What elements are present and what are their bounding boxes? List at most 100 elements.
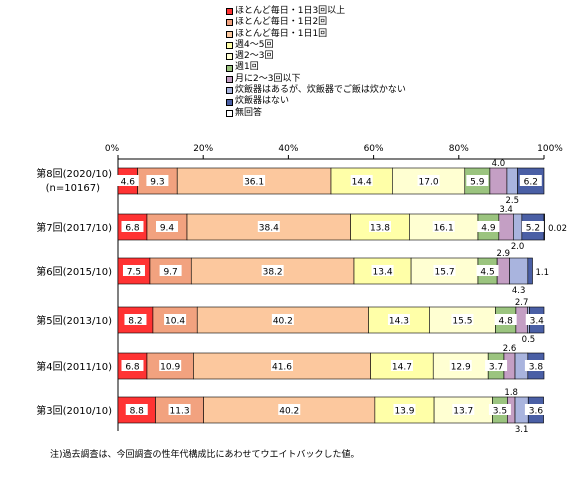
data-label-bg: [494, 314, 517, 325]
bar-segment: [410, 257, 479, 285]
data-label: 38.4: [259, 224, 279, 234]
bar-segment: [509, 257, 529, 285]
x-tick-label: 80%: [449, 144, 469, 154]
legend-swatch: [226, 98, 233, 106]
data-label-bg: [159, 360, 182, 371]
data-label-bg: [159, 265, 182, 276]
data-label-bg: [168, 404, 191, 415]
data-label-bg: [476, 265, 499, 276]
legend-label: 無回答: [235, 107, 263, 118]
bar-segment: [527, 257, 533, 285]
category-label: 第6回(2015/10): [36, 265, 112, 278]
data-label: 1.8: [504, 388, 518, 398]
x-tick-label: 40%: [278, 144, 298, 154]
legend-swatch: [226, 8, 233, 16]
x-tick-label: 100%: [537, 144, 563, 154]
data-label: 3.5: [493, 407, 507, 417]
category-label: 第8回(2020/10): [36, 167, 112, 180]
bar-segment: [193, 352, 371, 380]
data-label-bg: [452, 404, 475, 415]
legend-item: ほとんど毎日・1日3回以上: [226, 6, 476, 17]
data-label: 2.0: [511, 242, 525, 252]
data-label: 9.4: [160, 224, 175, 234]
data-label-bg: [278, 404, 301, 415]
data-label-bg: [432, 221, 455, 232]
data-label: 16.1: [434, 224, 454, 234]
data-label: 5.9: [470, 178, 485, 188]
legend-swatch: [226, 109, 233, 117]
bar-segment: [370, 352, 434, 380]
bar-segment: [496, 257, 510, 285]
data-label: 14.7: [392, 363, 412, 373]
category-label: 第3回(2010/10): [36, 404, 112, 417]
data-label: 10.4: [165, 317, 185, 327]
data-label-bg: [524, 404, 547, 415]
data-label: 10.9: [160, 363, 180, 373]
data-label-bg: [488, 404, 511, 415]
data-label-bg: [371, 265, 394, 276]
data-label: 15.5: [452, 317, 472, 327]
data-label: 13.8: [370, 224, 390, 234]
data-label: 2.9: [497, 249, 511, 259]
data-label: 13.4: [373, 268, 393, 278]
data-label-bg: [433, 265, 456, 276]
data-label-bg: [271, 360, 294, 371]
data-label: 3.1: [515, 425, 529, 435]
category-label: 第5回(2013/10): [36, 314, 112, 327]
legend-item: 週2～3回: [226, 51, 476, 62]
data-label-bg: [121, 360, 144, 371]
data-label: 14.3: [389, 317, 409, 327]
legend-swatch: [226, 87, 233, 95]
data-label: 1.1: [535, 268, 549, 278]
data-label-bg: [477, 221, 500, 232]
legend-label: ほとんど毎日・1日1回: [235, 28, 328, 39]
bar-segment: [543, 213, 545, 241]
data-label-bg: [485, 360, 508, 371]
data-label: 3.7: [489, 363, 503, 373]
data-label-bg: [164, 314, 187, 325]
data-label: 0.02: [548, 224, 567, 234]
data-label: 13.9: [394, 407, 414, 417]
data-label: 2.6: [503, 344, 517, 354]
data-label-bg: [350, 175, 373, 186]
data-label: 3.8: [529, 363, 544, 373]
data-label: 4.9: [481, 224, 496, 234]
legend-swatch: [226, 75, 233, 83]
legend-label: 月に2～3回以下: [235, 73, 301, 84]
x-tick-label: 60%: [364, 144, 384, 154]
legend-swatch: [226, 53, 233, 61]
legend-item: ほとんど毎日・1日1回: [226, 29, 476, 40]
data-label-bg: [243, 175, 266, 186]
legend-label: 炊飯器はあるが、炊飯器でご飯は炊かない: [235, 85, 406, 96]
legend-swatch: [226, 30, 233, 38]
data-label-bg: [466, 175, 489, 186]
data-label-bg: [271, 314, 294, 325]
data-label-bg: [390, 360, 413, 371]
data-label: 7.5: [127, 268, 141, 278]
legend-label: ほとんど毎日・1日2回: [235, 17, 328, 28]
bar-segment: [498, 213, 514, 241]
category-label: 第7回(2017/10): [36, 221, 112, 234]
data-label-bg: [146, 175, 169, 186]
data-label-bg: [155, 221, 178, 232]
data-label: 11.3: [170, 407, 190, 417]
legend-label: ほとんど毎日・1日3回以上: [235, 6, 346, 16]
data-label: 5.2: [526, 224, 540, 234]
data-label-bg: [524, 360, 547, 371]
data-label: 12.9: [451, 363, 471, 373]
legend-item: 炊飯器はない: [226, 96, 476, 107]
data-label: 4.8: [498, 317, 513, 327]
data-label-bg: [368, 221, 391, 232]
data-label-bg: [125, 404, 148, 415]
data-label-bg: [124, 314, 147, 325]
data-label-bg: [121, 221, 144, 232]
legend-label: 週1回: [235, 62, 259, 73]
data-label-bg: [451, 314, 474, 325]
data-label: 6.8: [125, 363, 140, 373]
data-label: 4.5: [480, 268, 494, 278]
legend-swatch: [226, 19, 233, 27]
data-label: 36.1: [244, 178, 264, 188]
data-label: 14.4: [352, 178, 372, 188]
bar-segment: [515, 306, 528, 334]
legend-item: 週4～5回: [226, 40, 476, 51]
